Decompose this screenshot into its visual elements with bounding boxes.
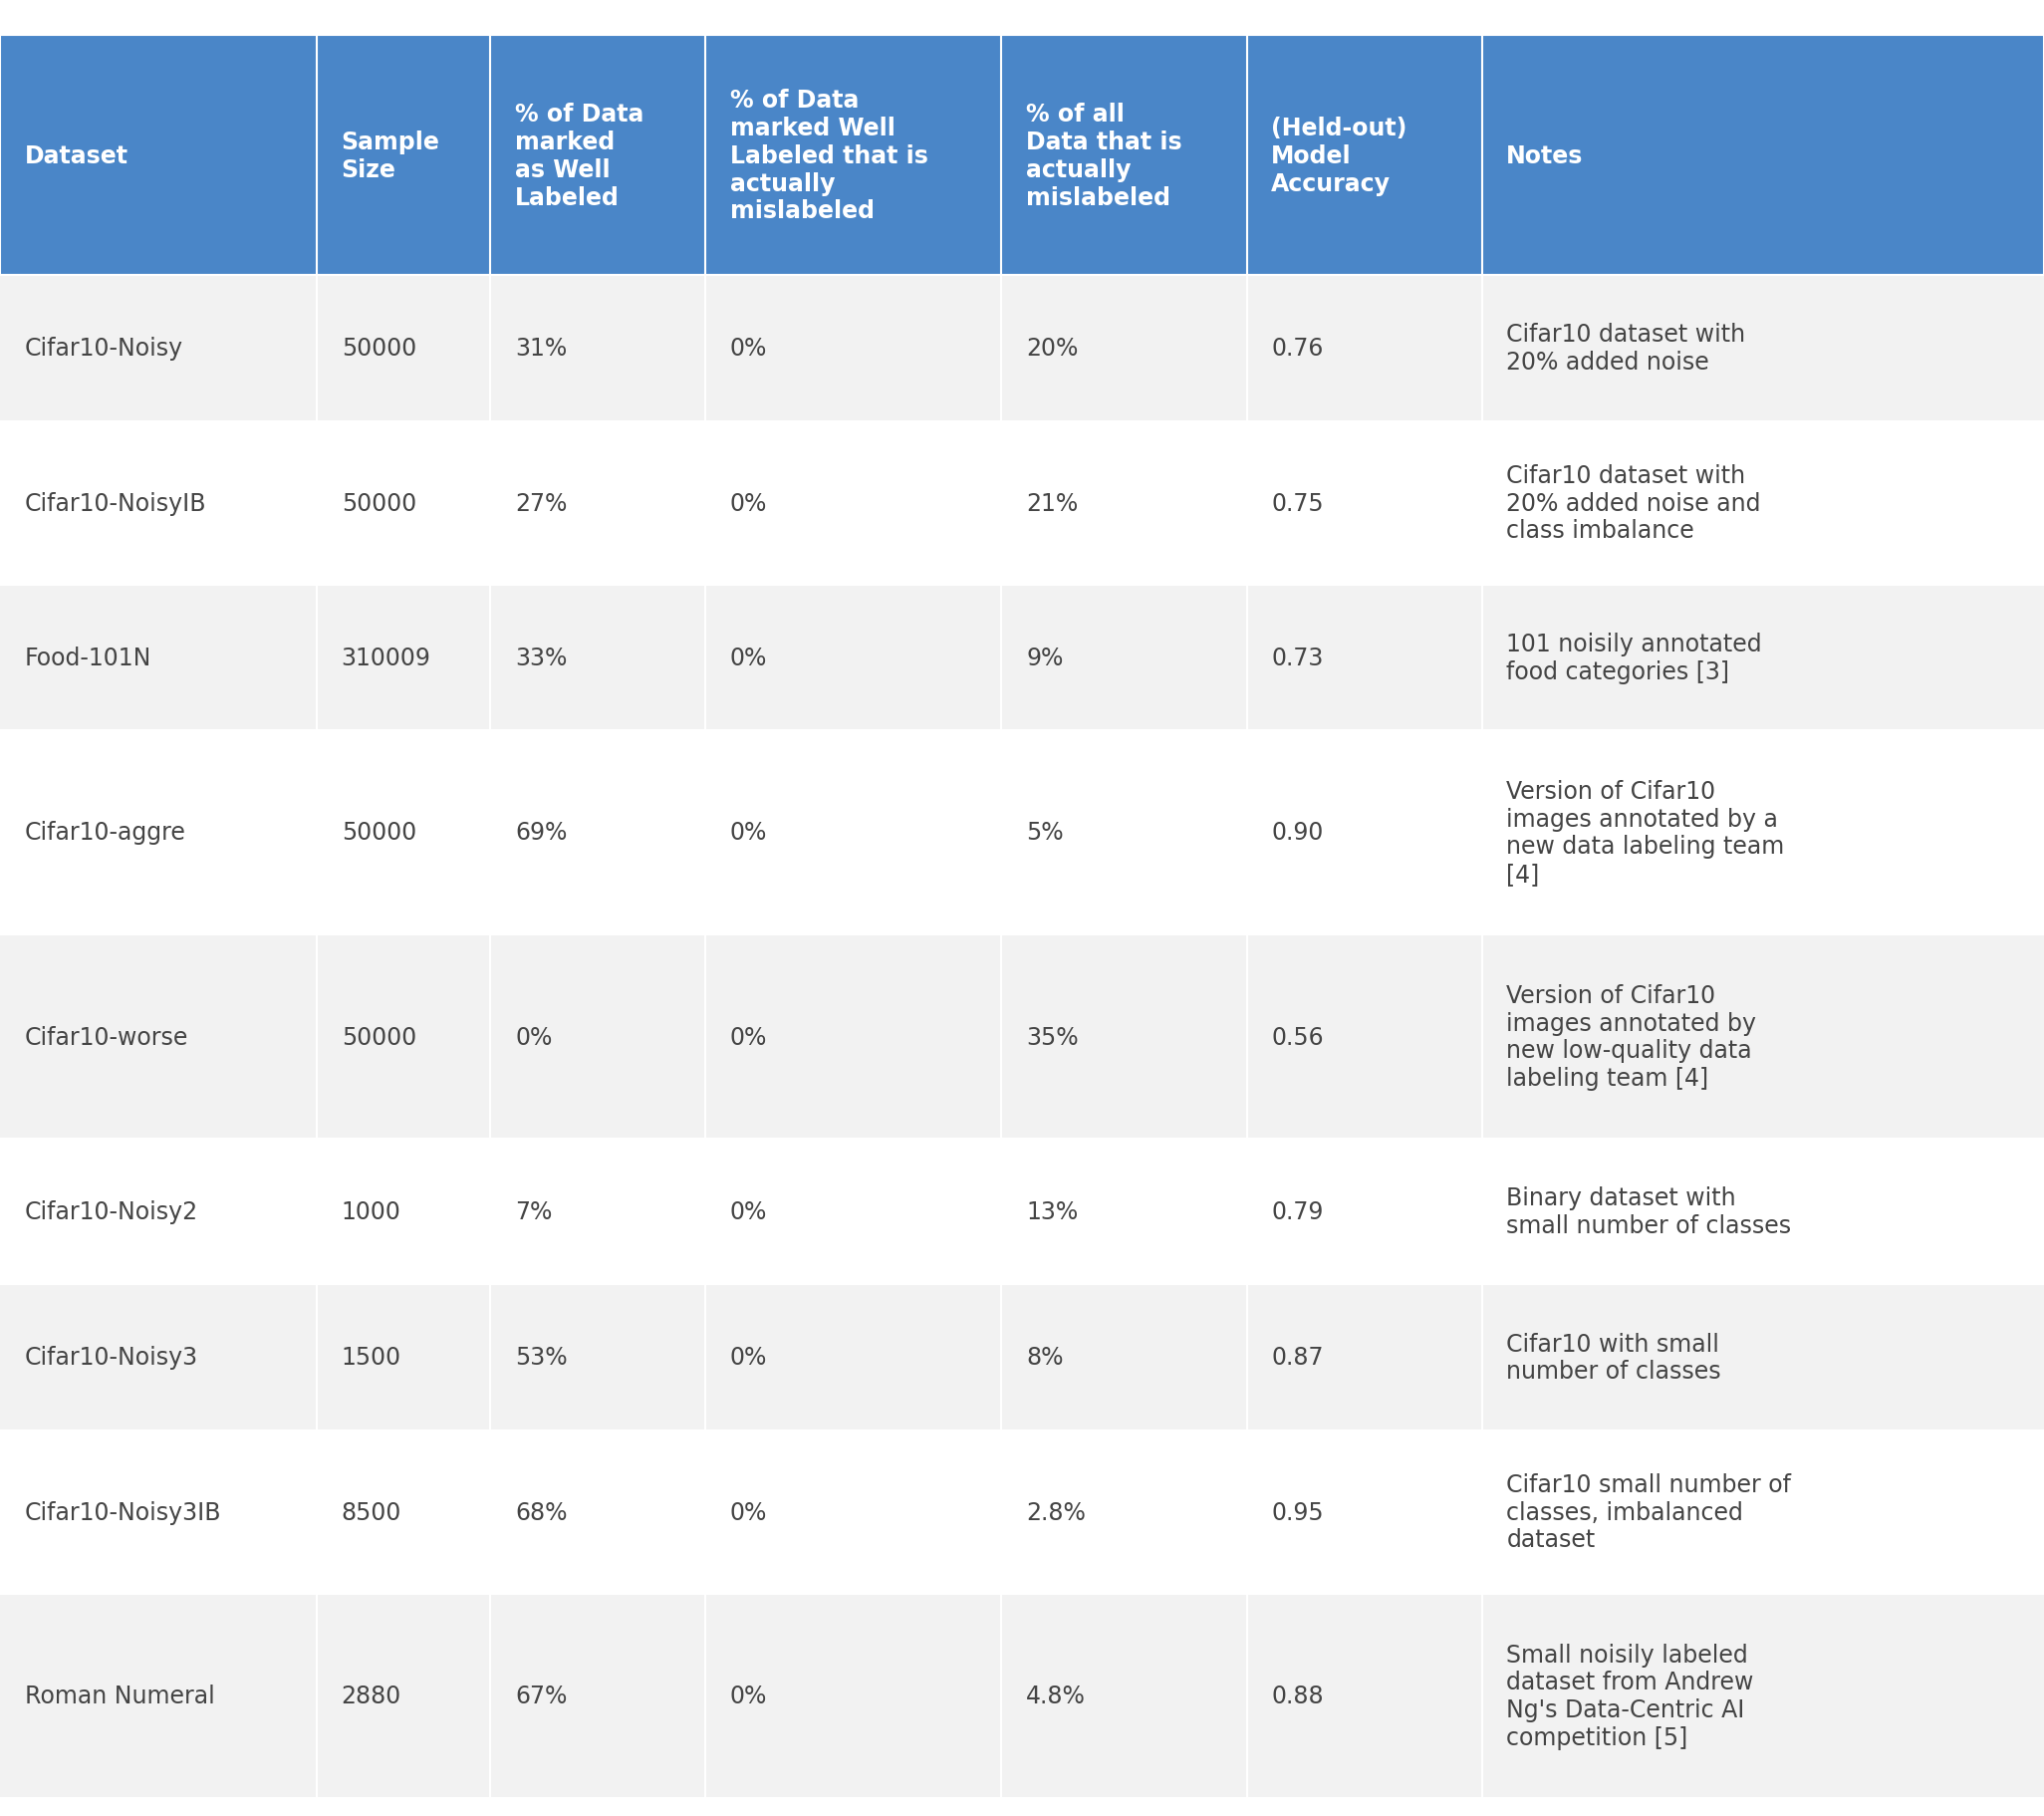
Text: 50000: 50000: [341, 1024, 417, 1050]
Text: Cifar10-NoisyIB: Cifar10-NoisyIB: [25, 492, 206, 516]
Text: 8%: 8%: [1026, 1346, 1063, 1369]
Text: 5%: 5%: [1026, 821, 1063, 844]
Text: 50000: 50000: [341, 338, 417, 361]
Text: 13%: 13%: [1026, 1200, 1077, 1224]
Text: 0%: 0%: [515, 1024, 552, 1050]
Text: Cifar10 with small
number of classes: Cifar10 with small number of classes: [1506, 1331, 1721, 1384]
Text: Version of Cifar10
images annotated by a
new data labeling team
[4]: Version of Cifar10 images annotated by a…: [1506, 779, 1784, 886]
Bar: [0, 1284, 2044, 1431]
Text: Cifar10-worse: Cifar10-worse: [25, 1024, 188, 1050]
Text: Cifar10-Noisy: Cifar10-Noisy: [25, 338, 184, 361]
Text: 0.73: 0.73: [1271, 646, 1325, 670]
Text: 0%: 0%: [730, 1200, 766, 1224]
Text: Food-101N: Food-101N: [25, 646, 151, 670]
Text: 7%: 7%: [515, 1200, 552, 1224]
Text: 0%: 0%: [730, 646, 766, 670]
Text: 50000: 50000: [341, 821, 417, 844]
Text: 50000: 50000: [341, 492, 417, 516]
Text: Cifar10-Noisy3IB: Cifar10-Noisy3IB: [25, 1500, 221, 1524]
Text: 53%: 53%: [515, 1346, 568, 1369]
Text: 310009: 310009: [341, 646, 431, 670]
Text: 2.8%: 2.8%: [1026, 1500, 1085, 1524]
Text: Dataset: Dataset: [25, 143, 129, 169]
Text: 0%: 0%: [730, 492, 766, 516]
Bar: [0, 421, 2044, 585]
Text: 8500: 8500: [341, 1500, 401, 1524]
Text: Cifar10-Noisy2: Cifar10-Noisy2: [25, 1200, 198, 1224]
Text: Roman Numeral: Roman Numeral: [25, 1683, 215, 1707]
Text: 0%: 0%: [730, 821, 766, 844]
Text: Cifar10 small number of
classes, imbalanced
dataset: Cifar10 small number of classes, imbalan…: [1506, 1473, 1791, 1551]
Text: 0%: 0%: [730, 1346, 766, 1369]
Text: 67%: 67%: [515, 1683, 568, 1707]
Text: 0%: 0%: [730, 1500, 766, 1524]
Text: 1500: 1500: [341, 1346, 401, 1369]
Text: 0.56: 0.56: [1271, 1024, 1325, 1050]
Text: 31%: 31%: [515, 338, 566, 361]
Text: 0.79: 0.79: [1271, 1200, 1325, 1224]
Text: 0%: 0%: [730, 1024, 766, 1050]
Text: 69%: 69%: [515, 821, 568, 844]
Text: Small noisily labeled
dataset from Andrew
Ng's Data-Centric AI
competition [5]: Small noisily labeled dataset from Andre…: [1506, 1642, 1754, 1749]
Text: Cifar10 dataset with
20% added noise: Cifar10 dataset with 20% added noise: [1506, 323, 1746, 374]
Text: Version of Cifar10
images annotated by
new low-quality data
labeling team [4]: Version of Cifar10 images annotated by n…: [1506, 984, 1756, 1090]
Text: 27%: 27%: [515, 492, 568, 516]
Text: 101 noisily annotated
food categories [3]: 101 noisily annotated food categories [3…: [1506, 632, 1762, 683]
Text: 0.90: 0.90: [1271, 821, 1325, 844]
Text: 68%: 68%: [515, 1500, 568, 1524]
Text: 2880: 2880: [341, 1683, 401, 1707]
Text: Notes: Notes: [1506, 143, 1584, 169]
Bar: [0, 935, 2044, 1139]
Text: 9%: 9%: [1026, 646, 1063, 670]
Text: % of Data
marked
as Well
Labeled: % of Data marked as Well Labeled: [515, 104, 644, 209]
Text: 0.87: 0.87: [1271, 1346, 1325, 1369]
Text: 4.8%: 4.8%: [1026, 1683, 1085, 1707]
Text: 1000: 1000: [341, 1200, 401, 1224]
Text: % of Data
marked Well
Labeled that is
actually
mislabeled: % of Data marked Well Labeled that is ac…: [730, 89, 928, 223]
Bar: [0, 276, 2044, 421]
Bar: [0, 1431, 2044, 1594]
Text: (Held-out)
Model
Accuracy: (Held-out) Model Accuracy: [1271, 116, 1406, 196]
Text: Cifar10 dataset with
20% added noise and
class imbalance: Cifar10 dataset with 20% added noise and…: [1506, 463, 1762, 543]
Bar: [0, 1594, 2044, 1798]
Text: 21%: 21%: [1026, 492, 1077, 516]
Text: 0%: 0%: [730, 1683, 766, 1707]
Text: Cifar10-Noisy3: Cifar10-Noisy3: [25, 1346, 198, 1369]
Text: 0%: 0%: [730, 338, 766, 361]
Text: 20%: 20%: [1026, 338, 1079, 361]
Text: 35%: 35%: [1026, 1024, 1079, 1050]
Text: 0.76: 0.76: [1271, 338, 1325, 361]
Text: 0.95: 0.95: [1271, 1500, 1325, 1524]
Bar: [0, 730, 2044, 935]
Bar: [0, 36, 2044, 276]
Text: 33%: 33%: [515, 646, 568, 670]
Text: % of all
Data that is
actually
mislabeled: % of all Data that is actually mislabele…: [1026, 104, 1181, 209]
Text: Cifar10-aggre: Cifar10-aggre: [25, 821, 186, 844]
Text: Binary dataset with
small number of classes: Binary dataset with small number of clas…: [1506, 1186, 1791, 1239]
Bar: [0, 585, 2044, 730]
Text: Sample
Size: Sample Size: [341, 131, 439, 182]
Text: 0.75: 0.75: [1271, 492, 1325, 516]
Text: 0.88: 0.88: [1271, 1683, 1325, 1707]
Bar: [0, 1139, 2044, 1284]
